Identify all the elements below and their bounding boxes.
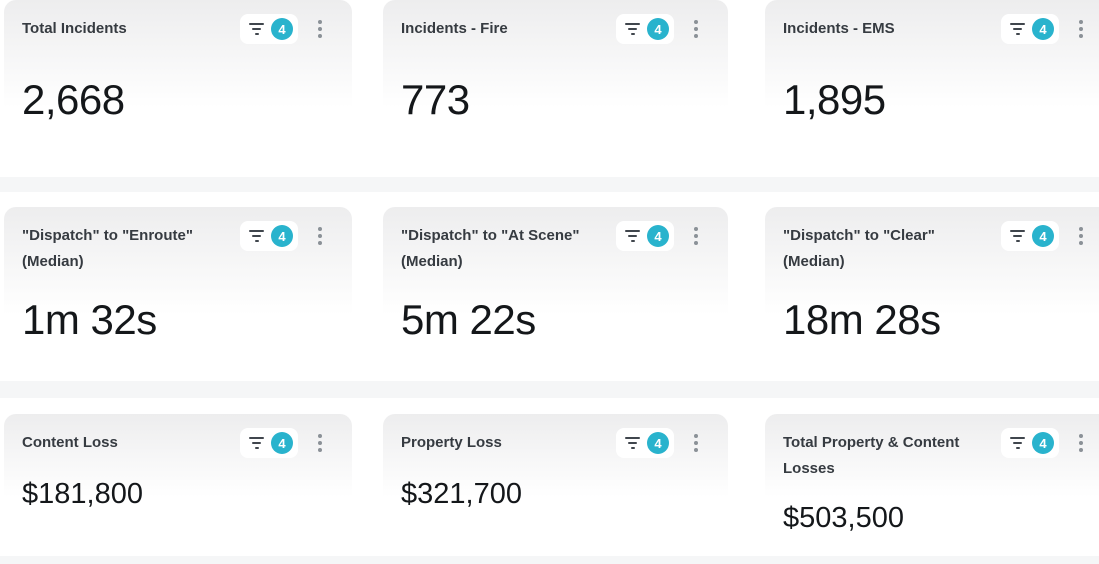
row-gap-band: [0, 177, 1099, 192]
filter-button[interactable]: 4: [240, 428, 298, 458]
card-title: Incidents - EMS: [783, 20, 895, 37]
card-title: "Dispatch" to "Clear" (Median): [783, 227, 935, 270]
card-header: Total Incidents 4: [22, 14, 334, 44]
card-title: Content Loss: [22, 434, 118, 451]
card-header: Incidents - Fire 4: [401, 14, 710, 44]
more-menu-button[interactable]: [312, 430, 328, 457]
kpi-value: 773: [401, 76, 470, 123]
funnel-filter-icon: [249, 229, 264, 244]
filter-count-badge: 4: [647, 225, 669, 247]
funnel-filter-icon: [625, 22, 640, 37]
funnel-filter-icon: [625, 229, 640, 244]
funnel-filter-icon: [1010, 229, 1025, 244]
more-menu-button[interactable]: [1073, 223, 1089, 250]
more-menu-button[interactable]: [688, 16, 704, 43]
funnel-filter-icon: [249, 436, 264, 451]
kpi-card-property-loss: Property Loss 4 $321,700: [383, 414, 728, 548]
kpi-row-dispatch-times: "Dispatch" to "Enroute" (Median) 4 1m 32…: [0, 207, 1099, 381]
kpi-value: 5m 22s: [401, 296, 536, 343]
card-header: "Dispatch" to "Clear" (Median) 4: [783, 221, 1095, 275]
kpi-card-total-losses: Total Property & Content Losses 4 $503,5…: [765, 414, 1099, 548]
filter-count-badge: 4: [647, 432, 669, 454]
card-header: "Dispatch" to "At Scene" (Median) 4: [401, 221, 710, 275]
card-controls: 4: [616, 428, 710, 458]
more-menu-button[interactable]: [1073, 16, 1089, 43]
card-controls: 4: [1001, 428, 1095, 458]
kpi-card-incidents-fire: Incidents - Fire 4 773: [383, 0, 728, 174]
funnel-filter-icon: [625, 436, 640, 451]
kpi-card-dispatch-clear: "Dispatch" to "Clear" (Median) 4 18m 28s: [765, 207, 1099, 381]
more-menu-button[interactable]: [1073, 430, 1089, 457]
kpi-value: 1,895: [783, 76, 886, 123]
filter-count-badge: 4: [1032, 225, 1054, 247]
kpi-row-losses: Content Loss 4 $181,800 Property Loss 4: [0, 414, 1099, 548]
row-gap-band: [0, 381, 1099, 398]
card-controls: 4: [1001, 221, 1095, 251]
filter-button[interactable]: 4: [240, 221, 298, 251]
filter-button[interactable]: 4: [240, 14, 298, 44]
filter-count-badge: 4: [271, 18, 293, 40]
card-controls: 4: [240, 428, 334, 458]
kpi-value: 18m 28s: [783, 296, 941, 343]
kpi-value: 1m 32s: [22, 296, 157, 343]
card-header: Content Loss 4: [22, 428, 334, 458]
card-controls: 4: [616, 221, 710, 251]
more-menu-button[interactable]: [688, 430, 704, 457]
card-controls: 4: [616, 14, 710, 44]
row-gap-band: [0, 556, 1099, 564]
card-title: Total Property & Content Losses: [783, 434, 960, 477]
kpi-value: $503,500: [783, 502, 904, 534]
more-menu-button[interactable]: [312, 16, 328, 43]
filter-count-badge: 4: [1032, 18, 1054, 40]
kpi-value: $181,800: [22, 478, 143, 510]
kpi-row-incidents: Total Incidents 4 2,668 Incidents - Fire: [0, 0, 1099, 174]
filter-button[interactable]: 4: [616, 221, 674, 251]
card-controls: 4: [240, 221, 334, 251]
more-menu-button[interactable]: [312, 223, 328, 250]
funnel-filter-icon: [1010, 22, 1025, 37]
filter-button[interactable]: 4: [616, 14, 674, 44]
card-title: Total Incidents: [22, 20, 127, 37]
card-controls: 4: [240, 14, 334, 44]
funnel-filter-icon: [1010, 436, 1025, 451]
more-menu-button[interactable]: [688, 223, 704, 250]
filter-button[interactable]: 4: [1001, 221, 1059, 251]
filter-count-badge: 4: [1032, 432, 1054, 454]
filter-button[interactable]: 4: [1001, 428, 1059, 458]
filter-button[interactable]: 4: [1001, 14, 1059, 44]
card-header: Incidents - EMS 4: [783, 14, 1095, 44]
card-header: Total Property & Content Losses 4: [783, 428, 1095, 482]
kpi-value: 2,668: [22, 76, 125, 123]
card-header: Property Loss 4: [401, 428, 710, 458]
card-title: Incidents - Fire: [401, 20, 508, 37]
card-title: Property Loss: [401, 434, 502, 451]
card-title: "Dispatch" to "Enroute" (Median): [22, 227, 193, 270]
kpi-card-dispatch-enroute: "Dispatch" to "Enroute" (Median) 4 1m 32…: [4, 207, 352, 381]
filter-button[interactable]: 4: [616, 428, 674, 458]
kpi-card-incidents-ems: Incidents - EMS 4 1,895: [765, 0, 1099, 174]
filter-count-badge: 4: [271, 432, 293, 454]
card-title: "Dispatch" to "At Scene" (Median): [401, 227, 580, 270]
card-header: "Dispatch" to "Enroute" (Median) 4: [22, 221, 334, 275]
kpi-card-content-loss: Content Loss 4 $181,800: [4, 414, 352, 548]
funnel-filter-icon: [249, 22, 264, 37]
kpi-card-total-incidents: Total Incidents 4 2,668: [4, 0, 352, 174]
kpi-value: $321,700: [401, 478, 522, 510]
card-controls: 4: [1001, 14, 1095, 44]
kpi-card-dispatch-atscene: "Dispatch" to "At Scene" (Median) 4 5m 2…: [383, 207, 728, 381]
filter-count-badge: 4: [647, 18, 669, 40]
filter-count-badge: 4: [271, 225, 293, 247]
